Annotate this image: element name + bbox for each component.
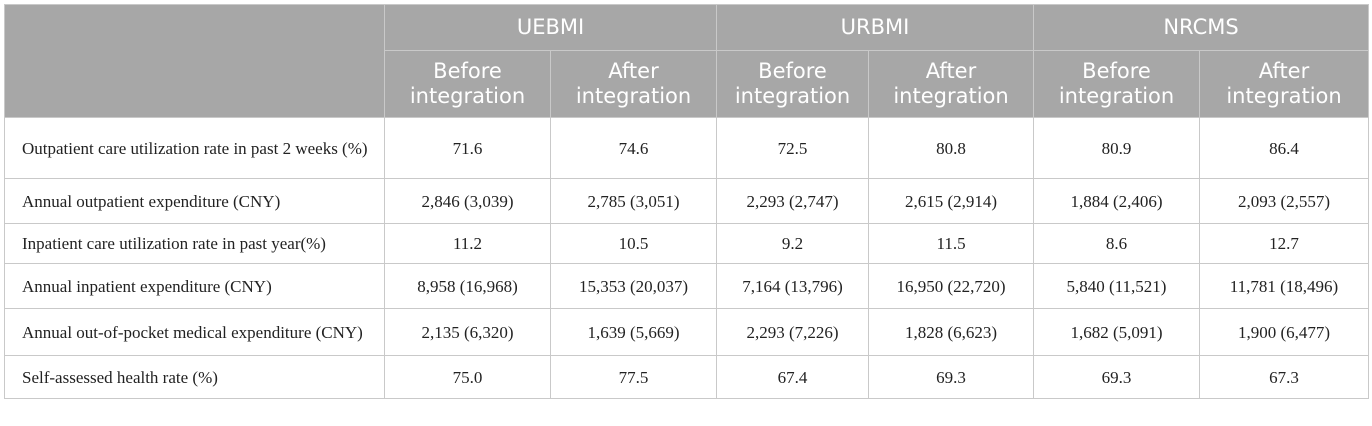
- table-cell: 86.4: [1199, 117, 1370, 179]
- table-cell: 69.3: [1033, 355, 1201, 399]
- table-cell: 80.8: [868, 117, 1035, 179]
- table-cell: 10.5: [549, 223, 718, 264]
- table-cell: 8.6: [1033, 223, 1201, 264]
- group-header-nrcms: NRCMS: [1033, 4, 1370, 51]
- header-corner-cell: [4, 4, 385, 118]
- table-cell: 9.2: [716, 223, 870, 264]
- table-row: Annual out-of-pocket medical expenditure…: [4, 308, 1370, 356]
- table-cell: 77.5: [549, 355, 718, 399]
- group-header-urbmi: URBMI: [716, 4, 1035, 51]
- row-label: Self-assessed health rate (%): [4, 355, 385, 399]
- table-cell: 1,900 (6,477): [1199, 308, 1370, 356]
- table-cell: 11.5: [868, 223, 1035, 264]
- table-cell: 2,615 (2,914): [868, 178, 1035, 224]
- table-cell: 5,840 (11,521): [1033, 263, 1201, 309]
- subheader-urbmi-before: Before integration: [716, 50, 870, 118]
- subheader-uebmi-before: Before integration: [384, 50, 551, 118]
- table-body: Outpatient care utilization rate in past…: [4, 117, 1370, 399]
- table-row: Self-assessed health rate (%) 75.0 77.5 …: [4, 355, 1370, 399]
- table-cell: 16,950 (22,720): [868, 263, 1035, 309]
- table-cell: 1,884 (2,406): [1033, 178, 1201, 224]
- table-cell: 69.3: [868, 355, 1035, 399]
- table-row: Annual inpatient expenditure (CNY) 8,958…: [4, 263, 1370, 309]
- group-header-uebmi: UEBMI: [383, 4, 718, 51]
- row-label: Annual out-of-pocket medical expenditure…: [4, 308, 385, 356]
- table-cell: 2,293 (2,747): [716, 178, 870, 224]
- table-cell: 74.6: [549, 117, 718, 179]
- table-cell: 2,093 (2,557): [1199, 178, 1370, 224]
- row-label: Inpatient care utilization rate in past …: [4, 223, 385, 264]
- subheader-row: Before integration After integration Bef…: [5, 50, 1370, 118]
- table-cell: 1,682 (5,091): [1033, 308, 1201, 356]
- subheader-uebmi-after: After integration: [549, 50, 718, 118]
- table-cell: 67.3: [1199, 355, 1370, 399]
- table-cell: 71.6: [384, 117, 551, 179]
- table-cell: 72.5: [716, 117, 870, 179]
- table-header: UEBMI URBMI NRCMS Before integration Aft…: [4, 4, 1370, 118]
- subheader-nrcms-after: After integration: [1199, 50, 1370, 118]
- group-header-row: UEBMI URBMI NRCMS: [4, 4, 1370, 118]
- table-row: Outpatient care utilization rate in past…: [4, 117, 1370, 179]
- subheader-urbmi-after: After integration: [868, 50, 1035, 118]
- table-cell: 15,353 (20,037): [549, 263, 718, 309]
- row-label: Annual inpatient expenditure (CNY): [4, 263, 385, 309]
- table-cell: 1,828 (6,623): [868, 308, 1035, 356]
- table-row: Inpatient care utilization rate in past …: [4, 223, 1370, 264]
- results-table: UEBMI URBMI NRCMS Before integration Aft…: [4, 4, 1370, 399]
- table-cell: 11,781 (18,496): [1199, 263, 1370, 309]
- table-cell: 2,785 (3,051): [549, 178, 718, 224]
- table-cell: 2,135 (6,320): [384, 308, 551, 356]
- table-cell: 67.4: [716, 355, 870, 399]
- table-cell: 2,846 (3,039): [384, 178, 551, 224]
- row-label: Annual outpatient expenditure (CNY): [4, 178, 385, 224]
- table-row: Annual outpatient expenditure (CNY) 2,84…: [4, 178, 1370, 224]
- table-cell: 7,164 (13,796): [716, 263, 870, 309]
- table-cell: 75.0: [384, 355, 551, 399]
- table-cell: 2,293 (7,226): [716, 308, 870, 356]
- table-cell: 11.2: [384, 223, 551, 264]
- table-cell: 12.7: [1199, 223, 1370, 264]
- table-cell: 80.9: [1033, 117, 1201, 179]
- row-label: Outpatient care utilization rate in past…: [4, 117, 385, 179]
- subheader-nrcms-before: Before integration: [1033, 50, 1201, 118]
- table-cell: 8,958 (16,968): [384, 263, 551, 309]
- table-cell: 1,639 (5,669): [549, 308, 718, 356]
